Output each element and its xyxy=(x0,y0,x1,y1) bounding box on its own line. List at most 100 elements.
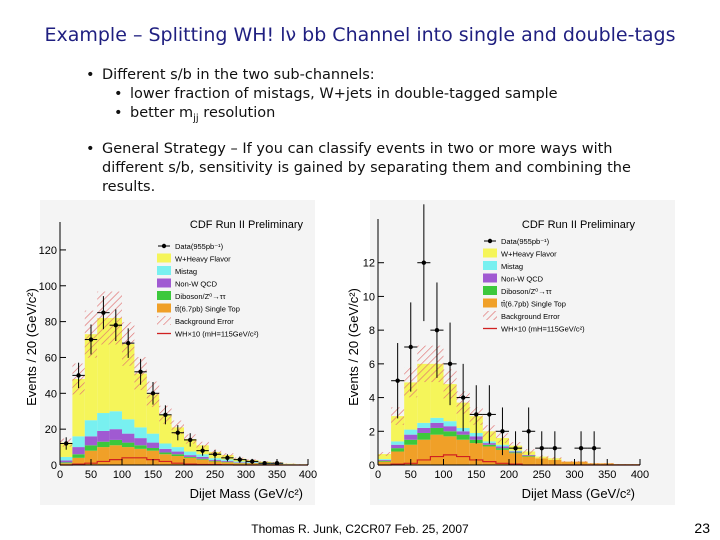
x-tick-label: 0 xyxy=(375,469,381,481)
stack-bar xyxy=(146,447,160,451)
data-point xyxy=(63,441,69,446)
stack-bar xyxy=(221,461,234,463)
data-point xyxy=(395,378,400,383)
stack-bar xyxy=(443,426,457,432)
data-point xyxy=(250,459,255,464)
stack-bar xyxy=(159,448,172,453)
stack-bar xyxy=(522,456,536,465)
sub-bullet-2-subscript: jj xyxy=(193,112,199,124)
bullet-2: • General Strategy – If you can classify … xyxy=(86,140,686,197)
stack-bar xyxy=(391,444,405,449)
legend-swatch xyxy=(157,316,171,325)
bullet-1: • Different s/b in the two sub-channels: xyxy=(86,67,375,83)
stack-bar xyxy=(417,422,431,428)
x-axis-label: Dijet Mass (GeV/c²) xyxy=(522,486,635,501)
x-tick-label: 250 xyxy=(206,469,224,481)
y-tick-label: 0 xyxy=(51,460,57,472)
stack-bar xyxy=(134,448,147,465)
data-point xyxy=(126,340,131,346)
legend-label: Mistag xyxy=(501,262,523,271)
data-point xyxy=(175,430,180,435)
stack-bar xyxy=(561,461,575,465)
data-point xyxy=(500,429,505,434)
data-point xyxy=(552,445,558,451)
stack-bar xyxy=(417,427,431,433)
stack-bar xyxy=(378,459,392,460)
stack-bar xyxy=(60,456,73,461)
data-point xyxy=(434,327,440,333)
legend-label: Background Error xyxy=(501,312,560,321)
stack-bar xyxy=(196,458,209,460)
legend-swatch xyxy=(157,278,171,288)
data-point xyxy=(591,445,597,451)
stack-bar xyxy=(495,449,509,465)
stack-bar xyxy=(184,451,197,456)
chart-panel-2: 0 50 100 150 200 250 300 350 400 0 2 4 6 8 10 12 CDF Run… xyxy=(346,200,675,505)
stack-bar xyxy=(122,433,135,443)
chart-title: CDF Run II Preliminary xyxy=(522,219,636,231)
data-point xyxy=(138,369,143,374)
stack-bar xyxy=(134,427,147,439)
sub-bullet-1-text: lower fraction of mistags, W+jets in dou… xyxy=(130,86,558,102)
x-tick-label: 300 xyxy=(565,469,583,481)
x-axis-label: Dijet Mass (GeV/c²) xyxy=(190,486,303,501)
stack-bar xyxy=(159,452,172,455)
data-point xyxy=(421,260,427,265)
y-tick-label: 4 xyxy=(369,393,375,405)
x-tick-label: 300 xyxy=(237,469,255,481)
sub-bullet-2: • better mjj resolution xyxy=(114,105,276,124)
background-error-band xyxy=(378,452,392,457)
y-tick-label: 60 xyxy=(45,352,57,364)
y-tick-label: 2 xyxy=(369,426,375,438)
x-tick-label: 150 xyxy=(144,469,162,481)
stack-bar xyxy=(378,460,392,462)
stack-bar xyxy=(109,429,122,440)
x-tick-label: 400 xyxy=(631,469,649,481)
legend-label: W+Heavy Flavor xyxy=(175,255,231,264)
background-error-band xyxy=(561,461,575,463)
stack-bar xyxy=(443,436,457,465)
stack-bar xyxy=(72,447,85,455)
stack-bar xyxy=(146,442,160,448)
legend-label: Diboson/Z⁰→ττ xyxy=(175,292,226,301)
stack-bar xyxy=(443,421,457,427)
stack-bar xyxy=(378,461,392,465)
data-point xyxy=(212,452,218,457)
stack-bar xyxy=(404,444,418,465)
legend-label: Non-W QCD xyxy=(175,280,218,289)
stack-bar xyxy=(246,463,259,465)
x-tick-label: 0 xyxy=(57,469,63,481)
stack-bar xyxy=(97,441,110,448)
data-point xyxy=(262,461,267,466)
legend-label: Background Error xyxy=(175,317,234,326)
stack-bar xyxy=(122,419,135,434)
data-point xyxy=(163,412,168,418)
x-tick-label: 350 xyxy=(598,469,616,481)
data-point xyxy=(460,395,466,400)
legend-label: Mistag xyxy=(175,267,197,276)
stack-bar xyxy=(456,431,470,435)
stack-bar xyxy=(159,443,172,449)
stack-bar xyxy=(159,454,172,465)
stack-bar xyxy=(134,438,147,446)
bullet-list: • Different s/b in the two sub-channels: … xyxy=(86,66,686,197)
stack-bar xyxy=(456,434,470,440)
data-point xyxy=(487,412,492,417)
data-point xyxy=(513,445,518,451)
stack-bar xyxy=(84,445,98,451)
stack-bar xyxy=(134,445,147,449)
x-tick-label: 100 xyxy=(434,469,452,481)
chart-title: CDF Run II Preliminary xyxy=(190,219,304,231)
legend-label: Data(955pb⁻¹) xyxy=(175,242,224,251)
legend-label: W+Heavy Flavor xyxy=(501,250,557,259)
y-axis-label: Events / 20 (GeV/c²) xyxy=(346,288,361,406)
stack-bar xyxy=(97,430,110,442)
sub-bullet-1: • lower fraction of mistags, W+jets in do… xyxy=(114,86,558,102)
stack-bar xyxy=(430,422,444,428)
legend-swatch xyxy=(483,248,497,258)
stack-bar xyxy=(456,439,470,465)
sub-bullet-2-text: better m xyxy=(130,105,194,121)
legend-swatch xyxy=(157,253,171,263)
y-tick-label: 0 xyxy=(369,460,375,472)
